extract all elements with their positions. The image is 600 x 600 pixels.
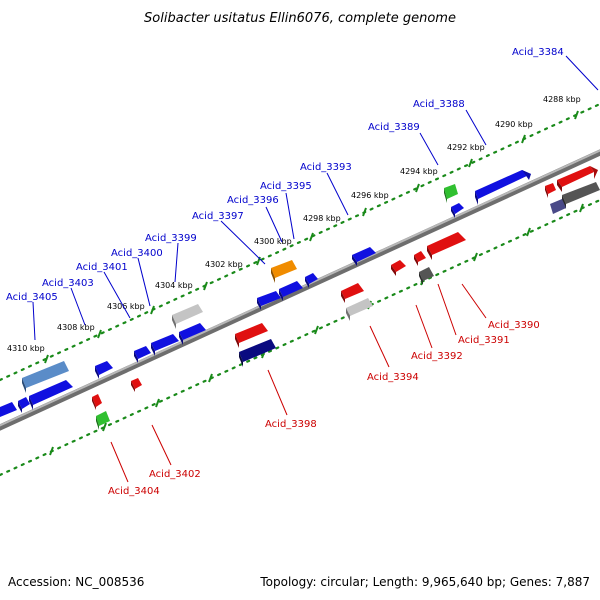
gene-arrow[interactable] xyxy=(92,394,102,410)
gene-arrow[interactable] xyxy=(95,361,113,379)
gene-label[interactable]: Acid_3392 xyxy=(411,351,463,362)
kbp-label: 4298 kbp xyxy=(303,214,341,223)
gene-arrow[interactable] xyxy=(257,291,281,310)
gene-arrow[interactable] xyxy=(419,267,434,285)
gene-label[interactable]: Acid_3384 xyxy=(512,47,564,58)
gene-label[interactable]: Acid_3388 xyxy=(413,99,465,110)
gene-label[interactable]: Acid_3400 xyxy=(111,248,163,259)
gene-arrow[interactable] xyxy=(341,283,364,303)
kbp-label: 4290 kbp xyxy=(495,120,533,129)
gene-arrow[interactable] xyxy=(451,203,464,218)
gene-arrow[interactable] xyxy=(131,378,142,392)
map-title: Solibacter usitatus Ellin6076, complete … xyxy=(144,11,456,26)
gene-arrow[interactable] xyxy=(346,298,373,321)
gene-label[interactable]: Acid_3397 xyxy=(192,211,244,222)
forward-genes xyxy=(0,166,600,417)
gene-label[interactable]: Acid_3402 xyxy=(149,469,201,480)
gene-arrow[interactable] xyxy=(550,199,566,214)
accession-text: Accession: NC_008536 xyxy=(8,575,144,589)
gene-arrow[interactable] xyxy=(391,260,406,276)
gene-arrow[interactable] xyxy=(271,260,297,283)
forward-gene-labels: Acid_3384 Acid_3388 Acid_3389 Acid_3393 … xyxy=(6,47,564,303)
gene-label[interactable]: Acid_3398 xyxy=(265,419,317,430)
gene-label[interactable]: Acid_3393 xyxy=(300,162,352,173)
reverse-leaders xyxy=(110,283,487,483)
kbp-label: 4304 kbp xyxy=(155,281,193,290)
gene-label[interactable]: Acid_3404 xyxy=(108,486,160,497)
gene-arrow[interactable] xyxy=(22,361,69,393)
gene-label[interactable]: Acid_3399 xyxy=(145,233,197,244)
gene-arrow[interactable] xyxy=(279,281,303,301)
gene-arrow[interactable] xyxy=(545,183,556,198)
gene-label[interactable]: Acid_3403 xyxy=(42,278,94,289)
gene-label[interactable]: Acid_3396 xyxy=(227,195,279,206)
gene-arrow[interactable] xyxy=(562,182,600,209)
gene-arrow[interactable] xyxy=(18,397,30,413)
gene-label[interactable]: Acid_3395 xyxy=(260,181,312,192)
gene-arrow[interactable] xyxy=(235,323,268,348)
gene-arrow[interactable] xyxy=(0,402,17,417)
kbp-label: 4300 kbp xyxy=(254,237,292,246)
kbp-label: 4308 kbp xyxy=(57,323,95,332)
gene-arrow[interactable] xyxy=(444,184,458,203)
gene-label[interactable]: Acid_3389 xyxy=(368,122,420,133)
gene-arrow[interactable] xyxy=(475,170,531,205)
gene-arrow[interactable] xyxy=(134,346,151,363)
gene-arrow[interactable] xyxy=(557,166,598,192)
gene-arrow[interactable] xyxy=(414,251,426,266)
forward-leaders xyxy=(32,55,599,341)
kbp-label: 4288 kbp xyxy=(543,95,581,104)
kbp-label: 4302 kbp xyxy=(205,260,243,269)
gene-arrow[interactable] xyxy=(305,273,318,288)
gene-arrow[interactable] xyxy=(179,323,206,345)
gene-arrow[interactable] xyxy=(29,380,73,410)
gene-arrow[interactable] xyxy=(352,247,376,266)
gene-label[interactable]: Acid_3390 xyxy=(488,320,540,331)
gene-arrow[interactable] xyxy=(239,339,276,367)
kbp-label: 4296 kbp xyxy=(351,191,389,200)
kbp-label: 4306 kbp xyxy=(107,302,145,311)
gene-arrow[interactable] xyxy=(172,304,203,329)
gene-label[interactable]: Acid_3391 xyxy=(458,335,510,346)
gene-label[interactable]: Acid_3405 xyxy=(6,292,58,303)
kbp-label: 4292 kbp xyxy=(447,143,485,152)
reverse-gene-labels: Acid_3390 Acid_3391 Acid_3392 Acid_3394 … xyxy=(108,320,540,497)
kbp-label: 4294 kbp xyxy=(400,167,438,176)
reverse-genes xyxy=(92,232,466,430)
gene-arrow[interactable] xyxy=(427,232,466,260)
gene-arrow[interactable] xyxy=(96,411,110,430)
outer-scale xyxy=(0,102,600,382)
topology-text: Topology: circular; Length: 9,965,640 bp… xyxy=(259,575,590,589)
gene-arrow[interactable] xyxy=(151,334,179,356)
gene-label[interactable]: Acid_3401 xyxy=(76,262,128,273)
kbp-label: 4310 kbp xyxy=(7,344,45,353)
kbp-scale-labels: 4288 kbp 4290 kbp 4292 kbp 4294 kbp 4296… xyxy=(7,95,581,353)
gene-label[interactable]: Acid_3394 xyxy=(367,372,419,383)
